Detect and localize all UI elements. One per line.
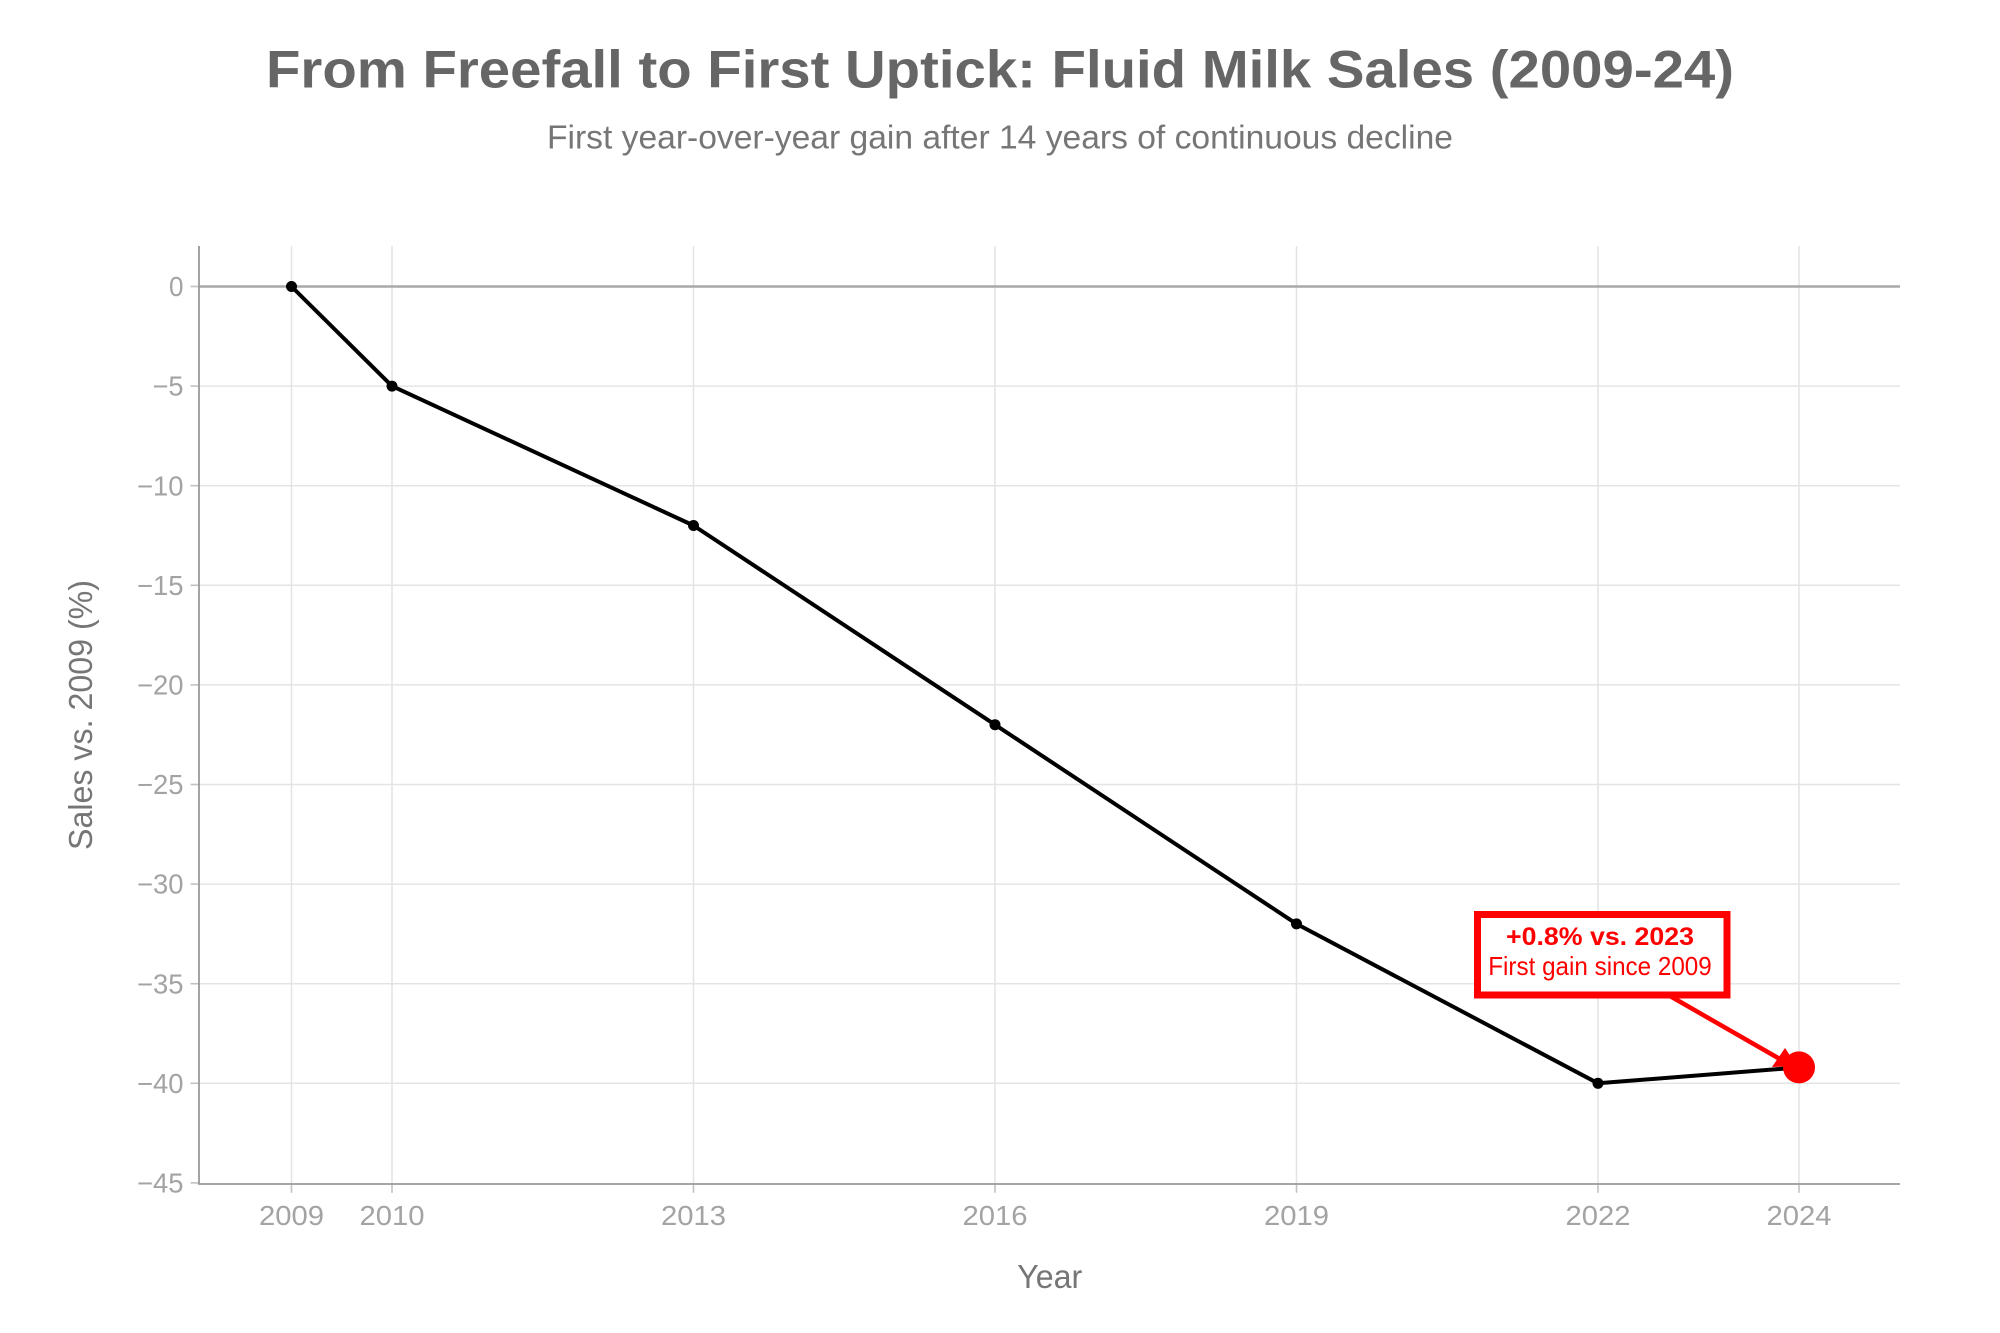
svg-text:2016: 2016 (963, 1200, 1028, 1231)
svg-text:2019: 2019 (1264, 1200, 1329, 1231)
svg-text:First gain since 2009: First gain since 2009 (1488, 951, 1712, 981)
svg-text:2010: 2010 (360, 1200, 425, 1231)
svg-text:2009: 2009 (259, 1200, 324, 1231)
svg-text:−10: −10 (137, 470, 184, 501)
svg-text:Sales vs. 2009 (%): Sales vs. 2009 (%) (62, 580, 99, 850)
svg-text:−35: −35 (137, 968, 184, 999)
svg-text:2013: 2013 (661, 1200, 726, 1231)
svg-text:−20: −20 (137, 670, 184, 701)
svg-text:−30: −30 (137, 869, 184, 900)
svg-text:−40: −40 (137, 1068, 184, 1099)
svg-text:2022: 2022 (1566, 1200, 1631, 1231)
svg-text:−45: −45 (137, 1168, 184, 1199)
svg-text:First year-over-year gain afte: First year-over-year gain after 14 years… (547, 118, 1453, 155)
svg-text:0: 0 (169, 271, 184, 302)
svg-text:−25: −25 (137, 769, 184, 800)
svg-text:From Freefall to First Uptick:: From Freefall to First Uptick: Fluid Mil… (266, 40, 1734, 99)
svg-text:+0.8% vs. 2023: +0.8% vs. 2023 (1506, 923, 1694, 951)
svg-text:2024: 2024 (1767, 1200, 1832, 1231)
svg-text:Year: Year (1017, 1258, 1082, 1295)
svg-text:−5: −5 (153, 371, 184, 402)
svg-text:−15: −15 (137, 570, 184, 601)
